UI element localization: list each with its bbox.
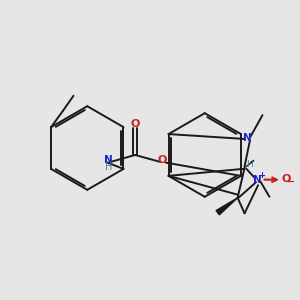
Text: N: N [253, 175, 262, 185]
Text: O: O [130, 119, 140, 129]
Text: H: H [246, 160, 253, 169]
Text: N: N [243, 133, 252, 143]
Text: +: + [258, 172, 265, 181]
Text: O: O [282, 174, 291, 184]
Text: H: H [104, 162, 112, 172]
Text: N: N [104, 155, 112, 166]
Text: −: − [286, 177, 295, 187]
Text: O: O [157, 155, 167, 166]
Polygon shape [216, 198, 238, 215]
